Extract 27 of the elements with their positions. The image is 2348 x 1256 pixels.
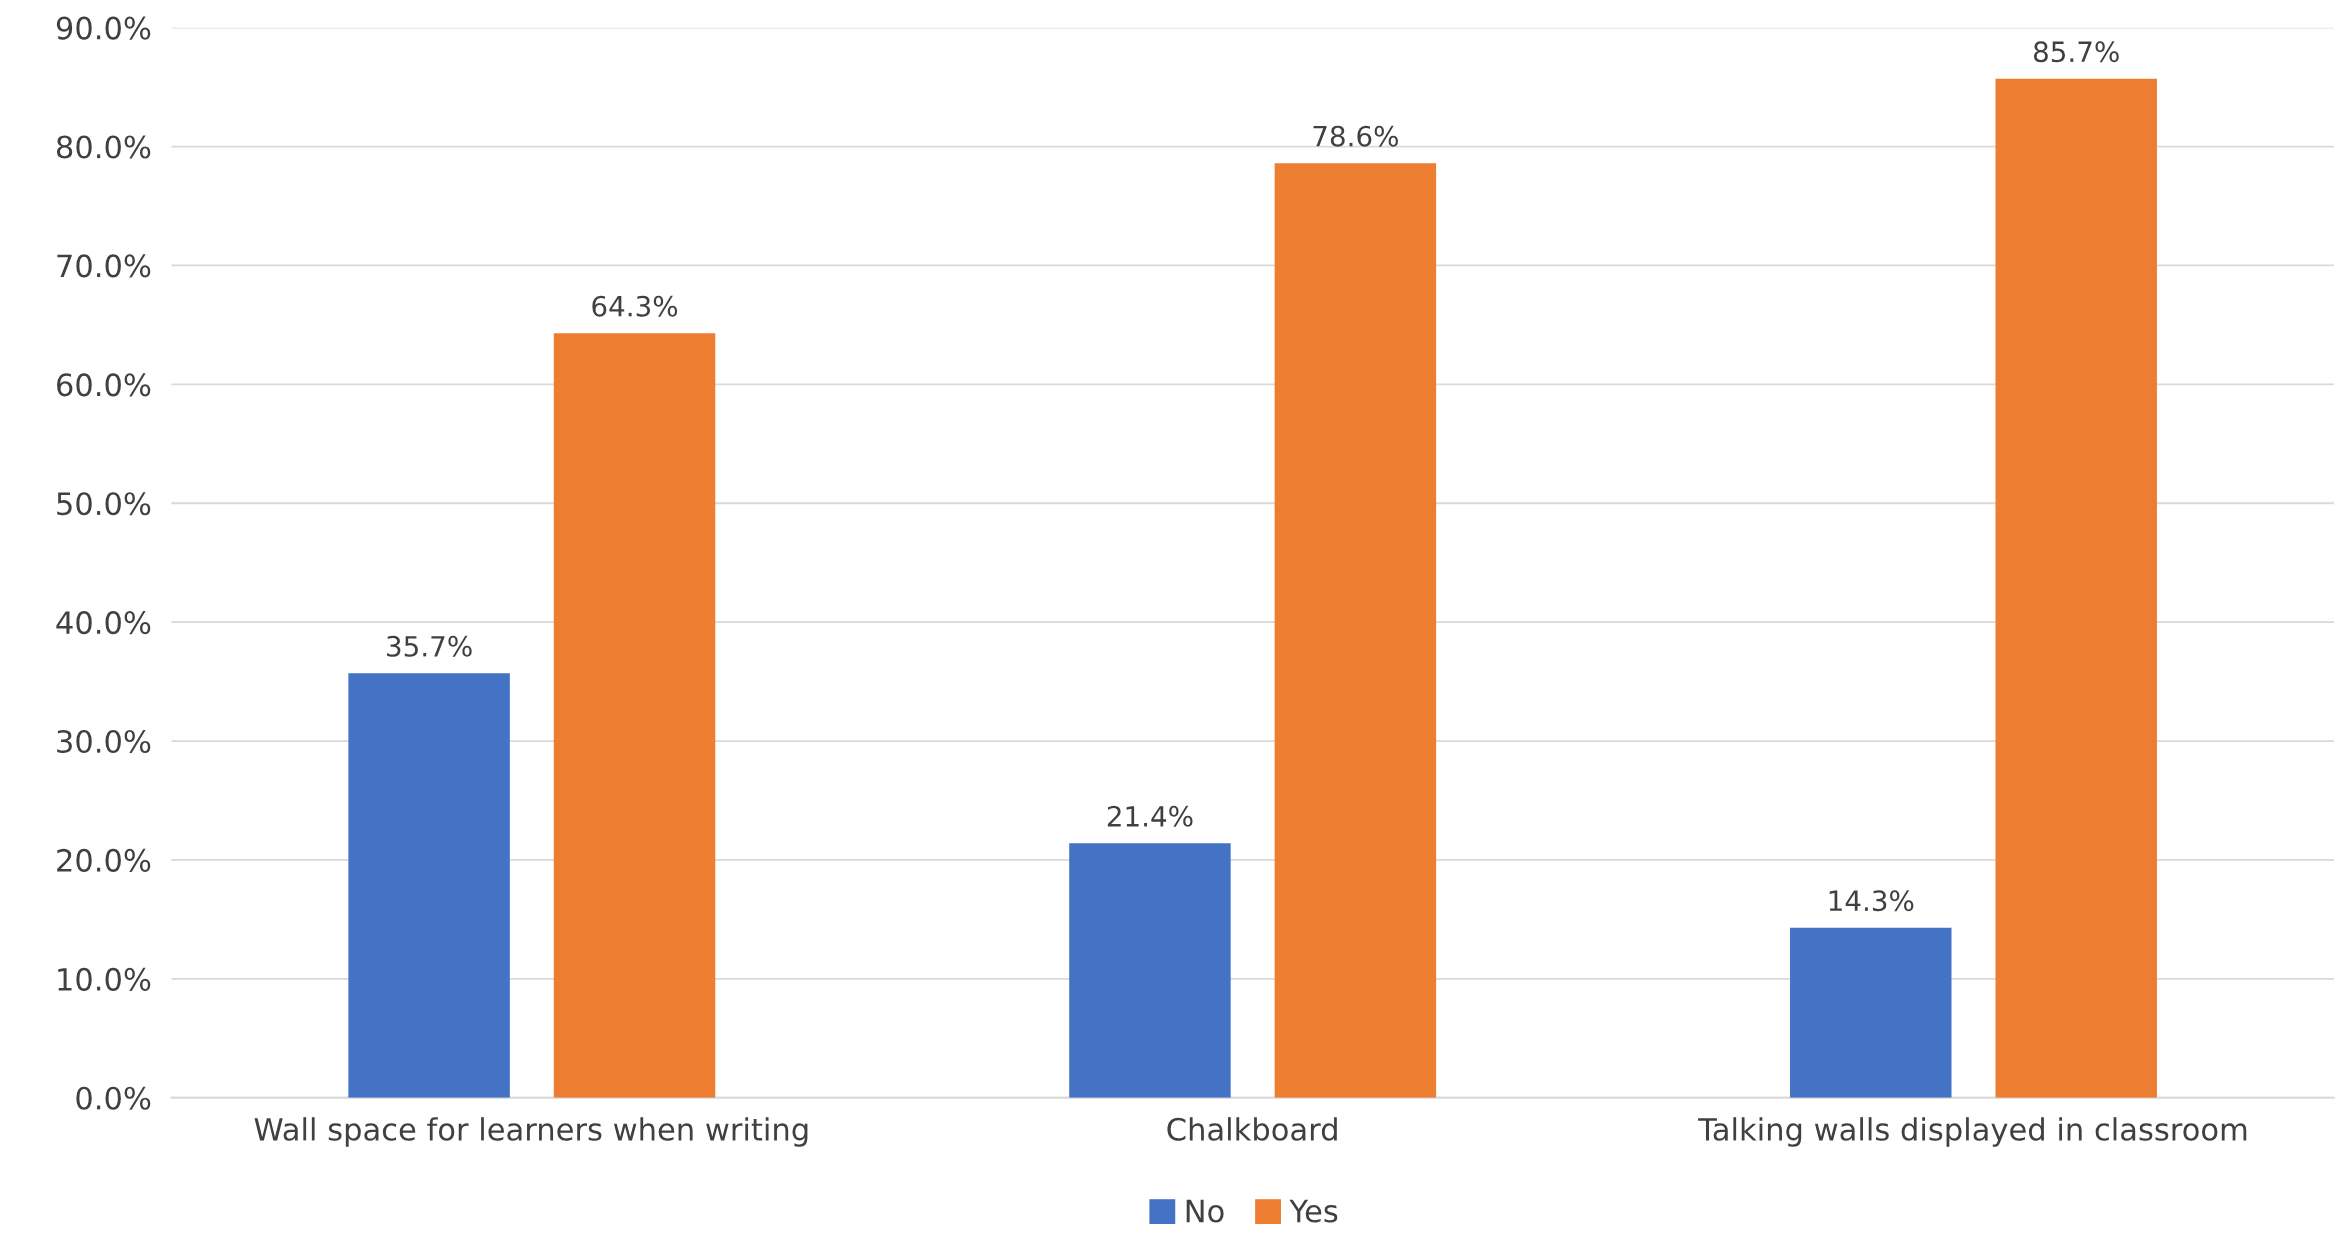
data-label: 21.4%	[1107, 805, 1193, 827]
y-tick-label: 60.0%	[57, 373, 151, 397]
data-label: 14.3%	[1829, 890, 1914, 912]
x-tick-label: Wall space for learners when writing	[254, 1117, 808, 1147]
y-tick-label: 30.0%	[57, 729, 151, 754]
y-tick-label: 40.0%	[56, 611, 151, 635]
y-tick-label: 0.0%	[76, 1086, 151, 1110]
x-tick-label: Chalkboard	[1167, 1117, 1337, 1141]
y-tick-label: 80.0%	[56, 135, 151, 159]
data-label: 85.7%	[2033, 41, 2119, 63]
data-label: 35.7%	[387, 635, 472, 657]
y-tick-label: 50.0%	[57, 492, 151, 516]
y-tick-label: 20.0%	[57, 848, 151, 872]
legend-label: No	[1186, 1199, 1224, 1223]
data-label: 78.6%	[1313, 125, 1398, 147]
y-tick-label: 10.0%	[58, 967, 151, 991]
bar	[1069, 843, 1231, 1098]
bar	[553, 333, 716, 1098]
bar	[1995, 78, 2157, 1098]
bar	[1790, 927, 1952, 1098]
legend-label: Yes	[1289, 1199, 1338, 1223]
bar	[348, 673, 510, 1098]
data-label: 64.3%	[592, 295, 678, 317]
y-tick-label: 70.0%	[57, 254, 151, 278]
bar	[1274, 163, 1437, 1098]
y-tick-label: 90.0%	[56, 16, 151, 40]
x-tick-label: Talking walls displayed in classroom	[1698, 1117, 2247, 1147]
